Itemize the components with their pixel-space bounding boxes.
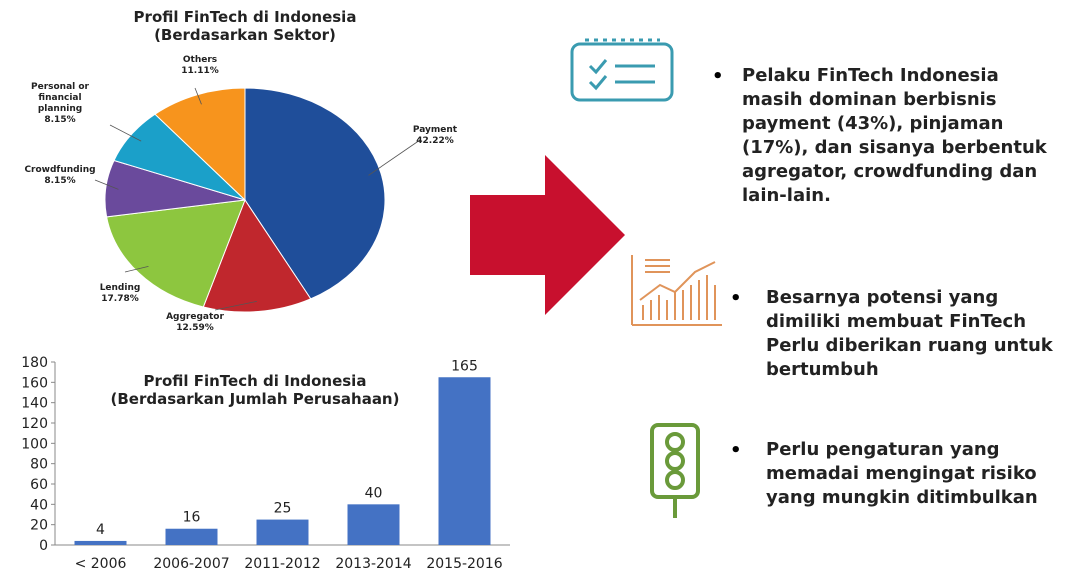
x-tick-label: 2015-2016 bbox=[426, 556, 502, 572]
bullet-dot: • bbox=[730, 288, 742, 309]
bar bbox=[74, 540, 127, 545]
pie-value-label: 8.15% bbox=[44, 115, 76, 125]
pie-label: Others bbox=[182, 55, 218, 65]
y-tick-label: 40 bbox=[30, 497, 48, 513]
pie-title: Profil FinTech di Indonesia bbox=[133, 8, 357, 26]
y-tick-label: 80 bbox=[30, 457, 48, 473]
pie-slice bbox=[154, 87, 246, 202]
pie-slice bbox=[244, 87, 386, 300]
leader-line bbox=[368, 139, 421, 176]
y-tick-label: 0 bbox=[39, 538, 48, 554]
value-label: 40 bbox=[365, 485, 383, 501]
leader-line bbox=[124, 265, 149, 273]
bar bbox=[347, 504, 400, 545]
checklist-icon bbox=[570, 38, 674, 102]
value-label: 16 bbox=[183, 510, 201, 526]
pie-label: Personal or financial planning bbox=[31, 82, 89, 114]
x-tick-label: 2006-2007 bbox=[153, 556, 229, 572]
y-tick-label: 100 bbox=[21, 436, 48, 452]
bullet-dot: • bbox=[730, 440, 742, 461]
leader-line bbox=[194, 87, 202, 105]
value-label: 4 bbox=[96, 522, 105, 538]
growth-icon bbox=[631, 255, 722, 326]
bar bbox=[438, 377, 491, 545]
leader-line bbox=[214, 300, 257, 311]
x-tick-label: 2013-2014 bbox=[335, 556, 411, 572]
pie-label: Payment bbox=[412, 125, 458, 135]
pie-value-label: 8.15% bbox=[44, 176, 76, 186]
y-tick-label: 120 bbox=[21, 416, 48, 432]
bar-title: Profil FinTech di Indonesia bbox=[143, 372, 367, 390]
bullet-text: Besarnya potensi yang dimiliki membuat F… bbox=[766, 287, 1053, 380]
pie-value-label: 11.11% bbox=[181, 66, 219, 76]
x-tick-label: < 2006 bbox=[75, 556, 127, 572]
pie-label: Crowdfunding bbox=[24, 165, 96, 175]
pie-value-label: 12.59% bbox=[176, 323, 214, 333]
value-label: 25 bbox=[274, 501, 292, 517]
bar-subtitle: (Berdasarkan Jumlah Perusahaan) bbox=[110, 390, 400, 408]
traffic-light-icon bbox=[650, 423, 700, 518]
leader-line bbox=[94, 179, 119, 190]
bullet-text: Pelaku FinTech Indonesia masih dominan b… bbox=[742, 65, 1047, 206]
value-label: 165 bbox=[451, 358, 478, 374]
y-tick-label: 140 bbox=[21, 396, 48, 412]
bullet-text: Perlu pengaturan yang memadai mengingat … bbox=[766, 439, 1038, 508]
pie-value-label: 42.22% bbox=[416, 136, 454, 146]
pie-slice bbox=[202, 198, 312, 313]
y-tick-label: 160 bbox=[21, 375, 48, 391]
arrow bbox=[470, 155, 625, 315]
pie-subtitle: (Berdasarkan Sektor) bbox=[154, 26, 336, 44]
pie-value-label: 17.78% bbox=[101, 294, 139, 304]
pie-label: Aggregator bbox=[166, 312, 224, 322]
bar bbox=[256, 519, 309, 545]
pie-label: Lending bbox=[99, 283, 141, 293]
x-tick-label: 2011-2012 bbox=[244, 556, 320, 572]
bar bbox=[165, 528, 218, 545]
y-tick-label: 20 bbox=[30, 518, 48, 534]
y-tick-label: 180 bbox=[21, 355, 48, 371]
y-tick-label: 60 bbox=[30, 477, 48, 493]
leader-line bbox=[109, 124, 142, 142]
bullet-dot: • bbox=[712, 66, 724, 87]
pie-slice bbox=[106, 199, 246, 308]
